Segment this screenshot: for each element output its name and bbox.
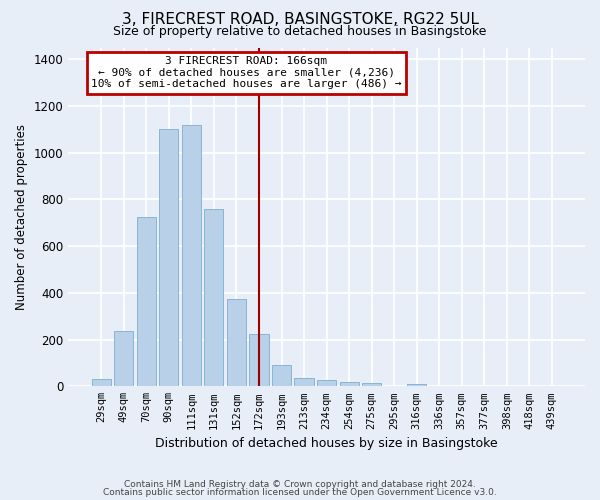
Text: Contains HM Land Registry data © Crown copyright and database right 2024.: Contains HM Land Registry data © Crown c… bbox=[124, 480, 476, 489]
Bar bbox=[205, 208, 223, 386]
Bar bbox=[362, 383, 381, 386]
Y-axis label: Number of detached properties: Number of detached properties bbox=[15, 124, 28, 310]
Bar bbox=[295, 378, 314, 386]
Bar bbox=[317, 380, 336, 386]
Bar bbox=[407, 384, 426, 386]
Bar bbox=[250, 334, 269, 386]
Text: 3, FIRECREST ROAD, BASINGSTOKE, RG22 5UL: 3, FIRECREST ROAD, BASINGSTOKE, RG22 5UL bbox=[121, 12, 479, 28]
Bar bbox=[182, 124, 201, 386]
X-axis label: Distribution of detached houses by size in Basingstoke: Distribution of detached houses by size … bbox=[155, 437, 498, 450]
Text: Size of property relative to detached houses in Basingstoke: Size of property relative to detached ho… bbox=[113, 25, 487, 38]
Text: 3 FIRECREST ROAD: 166sqm
← 90% of detached houses are smaller (4,236)
10% of sem: 3 FIRECREST ROAD: 166sqm ← 90% of detach… bbox=[91, 56, 402, 89]
Bar bbox=[159, 130, 178, 386]
Bar bbox=[340, 382, 359, 386]
Bar bbox=[92, 380, 111, 386]
Bar bbox=[227, 298, 246, 386]
Bar bbox=[272, 366, 291, 386]
Text: Contains public sector information licensed under the Open Government Licence v3: Contains public sector information licen… bbox=[103, 488, 497, 497]
Bar bbox=[137, 217, 156, 386]
Bar bbox=[114, 332, 133, 386]
